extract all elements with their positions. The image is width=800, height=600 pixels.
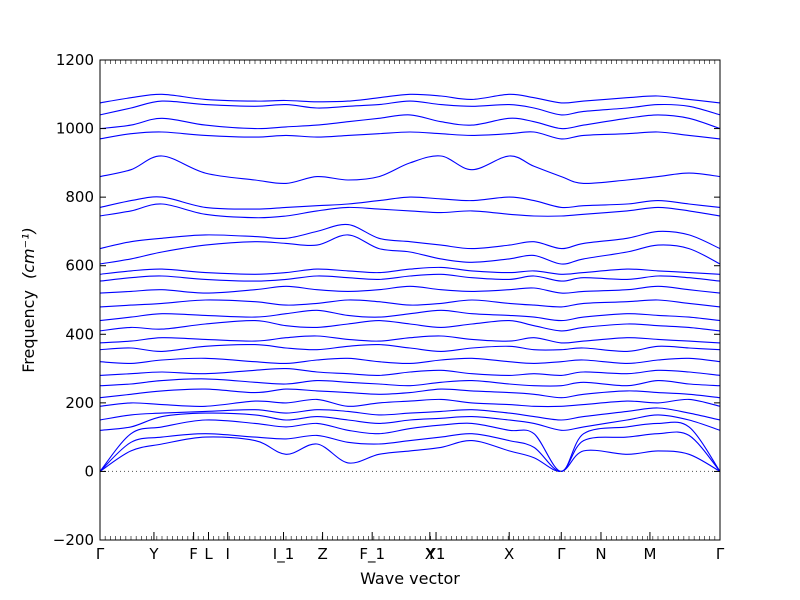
x-axis: Γ Y F L I I_1 Z F_1 XY1 X Γ N M Γ (96, 60, 725, 564)
y-tick-label: 400 (65, 325, 94, 343)
y-axis-label: Frequency (cm⁻¹) (19, 227, 38, 372)
band-line-23 (99, 155, 721, 185)
band-line-20 (99, 223, 721, 250)
band-line-16 (99, 285, 721, 294)
x-tick-label: F_1 (359, 545, 385, 564)
x-tick-label: Y1 (426, 545, 446, 563)
band-line-1 (99, 436, 721, 472)
y-tick-label: −200 (53, 531, 94, 549)
y-tick-label: 600 (65, 257, 94, 275)
y-axis-label-unit: (cm⁻¹) (19, 227, 38, 279)
x-tick-label: I (226, 545, 230, 563)
band-line-26 (99, 100, 721, 116)
band-line-6 (99, 398, 721, 408)
band-line-19 (99, 234, 721, 265)
x-tick-label: Γ (716, 545, 725, 563)
x-tick-label: X (425, 545, 435, 563)
y-tick-label: 1200 (56, 51, 94, 69)
band-line-24 (99, 131, 721, 140)
band-line-8 (99, 378, 721, 387)
band-line-22 (99, 196, 721, 210)
band-line-11 (99, 343, 721, 352)
y-axis: −200 0 200 400 600 800 1000 1200 (53, 51, 720, 549)
x-tick-label: Y (148, 545, 159, 563)
band-line-17 (99, 273, 721, 282)
y-tick-label: 0 (84, 462, 94, 480)
x-tick-label: X (504, 545, 514, 563)
band-line-10 (99, 357, 721, 364)
x-tick-label: M (643, 545, 656, 563)
band-line-18 (99, 266, 721, 275)
x-tick-label: I_1 (273, 545, 294, 564)
y-tick-label: 200 (65, 394, 94, 412)
x-tick-label: Γ (557, 545, 566, 563)
band-line-25 (99, 114, 721, 130)
band-line-9 (99, 368, 721, 376)
band-line-4 (99, 412, 721, 431)
band-line-12 (99, 335, 721, 344)
x-tick-label: Γ (96, 545, 105, 563)
y-tick-label: 800 (65, 188, 94, 206)
x-tick-label: F (189, 545, 198, 563)
series-group (99, 93, 721, 472)
band-line-2 (99, 431, 721, 472)
x-tick-label: Z (317, 545, 327, 563)
band-line-15 (99, 299, 721, 308)
y-axis-label-text: Frequency (19, 290, 38, 373)
band-line-13 (99, 320, 721, 332)
band-line-7 (99, 388, 721, 399)
band-line-5 (99, 407, 721, 421)
band-line-27 (99, 93, 721, 104)
band-line-21 (99, 203, 721, 219)
band-line-14 (99, 309, 721, 322)
x-tick-label: L (204, 545, 213, 563)
x-axis-label: Wave vector (360, 569, 460, 588)
x-tick-label: N (595, 545, 606, 563)
y-tick-label: 1000 (56, 120, 94, 138)
band-line-3 (99, 419, 721, 472)
